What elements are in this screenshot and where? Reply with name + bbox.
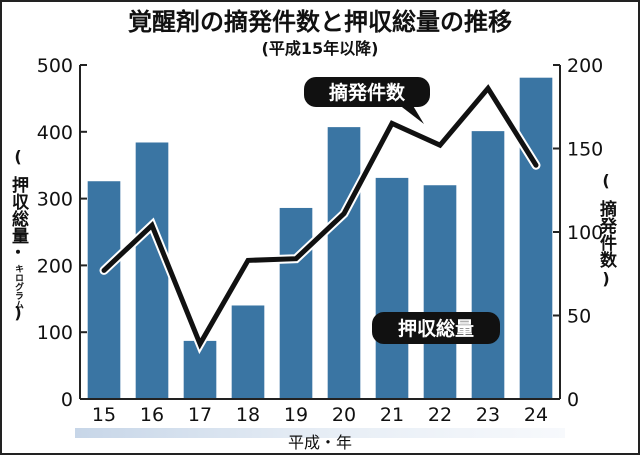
bar bbox=[231, 305, 265, 399]
line-points bbox=[103, 88, 537, 344]
svg-text:): ) bbox=[14, 303, 21, 322]
x-tick-label: 15 bbox=[92, 404, 116, 426]
legend-bar-callout: 押収総量 bbox=[372, 312, 500, 344]
y-right-tick-label: 150 bbox=[567, 139, 603, 161]
svg-text:(: ( bbox=[602, 171, 609, 190]
y-left-label-main: 押収総量 bbox=[8, 175, 29, 244]
x-tick-label: 22 bbox=[428, 404, 452, 426]
line-series-halo bbox=[99, 80, 541, 355]
legend-line-callout: 摘発件数 bbox=[304, 77, 430, 124]
svg-text:・: ・ bbox=[10, 243, 26, 262]
x-tick-label: 18 bbox=[236, 404, 260, 426]
y-left-tick-label: 400 bbox=[37, 122, 73, 144]
x-axis-band bbox=[75, 428, 565, 438]
bar bbox=[87, 181, 121, 399]
y-left-label-unit: キログラム bbox=[13, 264, 24, 309]
x-tick-label: 20 bbox=[332, 404, 356, 426]
chart-subtitle: (平成15年以降) bbox=[262, 39, 379, 58]
chart-title: 覚醒剤の摘発件数と押収総量の推移 bbox=[128, 8, 512, 36]
axes bbox=[79, 64, 561, 400]
bar bbox=[471, 131, 505, 399]
y-right-tick-label: 100 bbox=[567, 222, 603, 244]
bar bbox=[327, 127, 361, 400]
y-left-tick-label: 300 bbox=[37, 189, 73, 211]
bar bbox=[279, 207, 313, 399]
y-left-label: ( 押収総量 ・ キログラム ) bbox=[8, 147, 29, 322]
y-right-tick-label: 0 bbox=[567, 389, 579, 411]
x-tick-label: 23 bbox=[476, 404, 500, 426]
x-tick-label: 19 bbox=[284, 404, 308, 426]
x-axis-label: 平成・年 bbox=[288, 433, 352, 452]
y-left-tick-label: 200 bbox=[37, 255, 73, 277]
bar bbox=[423, 185, 457, 399]
bar-series bbox=[87, 77, 553, 400]
y-left-tick-label: 500 bbox=[37, 55, 73, 77]
y-right-tick-label: 200 bbox=[567, 55, 603, 77]
line-series bbox=[101, 84, 539, 350]
svg-text:(: ( bbox=[14, 147, 21, 166]
y-right-tick-label: 50 bbox=[567, 306, 591, 328]
y-right-label: ( 摘発件数 ) bbox=[596, 171, 618, 288]
bar bbox=[135, 142, 169, 399]
x-tick-label: 17 bbox=[188, 404, 212, 426]
legend-bar-label: 押収総量 bbox=[398, 317, 474, 340]
legend-line-label: 摘発件数 bbox=[329, 81, 406, 104]
y-left-tick-label: 0 bbox=[61, 389, 73, 411]
y-right-label-main: 摘発件数 bbox=[596, 199, 618, 269]
bar bbox=[519, 77, 553, 399]
x-tick-label: 21 bbox=[380, 404, 404, 426]
y-left-tick-label: 100 bbox=[37, 322, 73, 344]
bar bbox=[375, 177, 409, 399]
x-tick-label: 24 bbox=[524, 404, 548, 426]
tick-labels: 0 100 200 300 400 500 0 50 100 150 200 15 16 17 18 19 20… bbox=[37, 55, 604, 426]
svg-text:): ) bbox=[602, 269, 609, 288]
x-tick-label: 16 bbox=[140, 404, 164, 426]
